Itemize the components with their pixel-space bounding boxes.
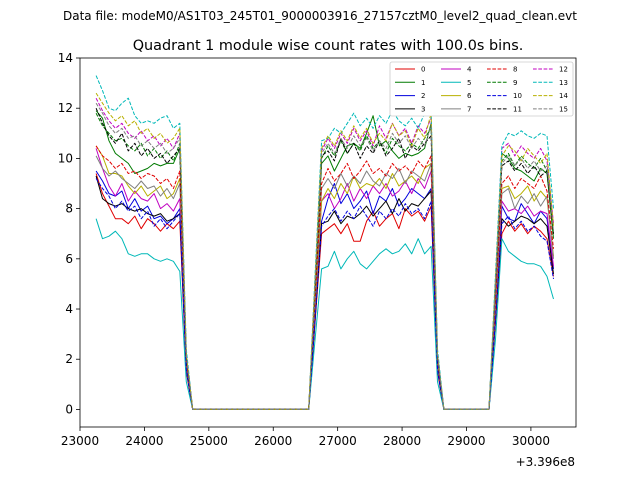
- x-tick-label: 29000: [447, 434, 485, 448]
- legend-label-14: 14: [559, 92, 568, 100]
- legend-label-11: 11: [513, 105, 522, 113]
- legend-label-12: 12: [559, 66, 568, 74]
- legend-label-2: 2: [421, 92, 425, 100]
- legend-label-5: 5: [467, 79, 471, 87]
- x-tick-label: 23000: [61, 434, 99, 448]
- y-tick-label: 0: [65, 402, 73, 416]
- series-line-15: [95, 102, 554, 410]
- legend-label-7: 7: [467, 105, 471, 113]
- x-tick-label: 25000: [190, 434, 228, 448]
- chart-title: Quadrant 1 module wise count rates with …: [133, 38, 524, 54]
- x-axis-offset-label: +3.396e8: [516, 455, 575, 469]
- x-tick-label: 24000: [125, 434, 163, 448]
- x-tick-label: 27000: [319, 434, 357, 448]
- y-tick-label: 12: [58, 101, 73, 115]
- y-tick-label: 4: [65, 302, 73, 316]
- x-tick-label: 26000: [254, 434, 292, 448]
- legend-frame: [389, 61, 574, 117]
- x-axis: 23000 24000 25000 26000 27000 28000 29000 30000: [61, 427, 550, 448]
- x-tick-label: 30000: [512, 434, 550, 448]
- legend-label-3: 3: [421, 105, 425, 113]
- series-group: [95, 75, 554, 410]
- legend-label-1: 1: [421, 79, 425, 87]
- legend-label-0: 0: [421, 66, 425, 74]
- y-tick-label: 6: [65, 252, 73, 266]
- y-tick-label: 10: [58, 151, 73, 165]
- y-axis: 0 2 4 6 8 10 12 14: [58, 51, 80, 416]
- y-tick-label: 2: [65, 352, 73, 366]
- axes-frame: [79, 57, 577, 428]
- legend-label-4: 4: [467, 66, 472, 74]
- x-tick-label: 28000: [383, 434, 421, 448]
- legend-label-9: 9: [513, 79, 517, 87]
- y-tick-label: 14: [58, 51, 73, 65]
- legend-label-15: 15: [559, 105, 568, 113]
- chart-suptitle: Data file: modeM0/AS1T03_245T01_90000039…: [63, 9, 577, 23]
- legend-label-6: 6: [467, 92, 472, 100]
- y-tick-label: 8: [65, 202, 73, 216]
- legend-label-10: 10: [513, 92, 522, 100]
- legend-label-13: 13: [559, 79, 568, 87]
- legend-label-8: 8: [513, 66, 517, 74]
- series-line-13: [95, 75, 554, 410]
